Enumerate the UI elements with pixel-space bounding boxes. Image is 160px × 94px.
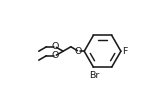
Text: O: O	[52, 42, 59, 51]
Text: O: O	[52, 51, 59, 60]
Text: F: F	[123, 47, 128, 56]
Text: Br: Br	[89, 71, 99, 80]
Text: O: O	[75, 47, 82, 56]
